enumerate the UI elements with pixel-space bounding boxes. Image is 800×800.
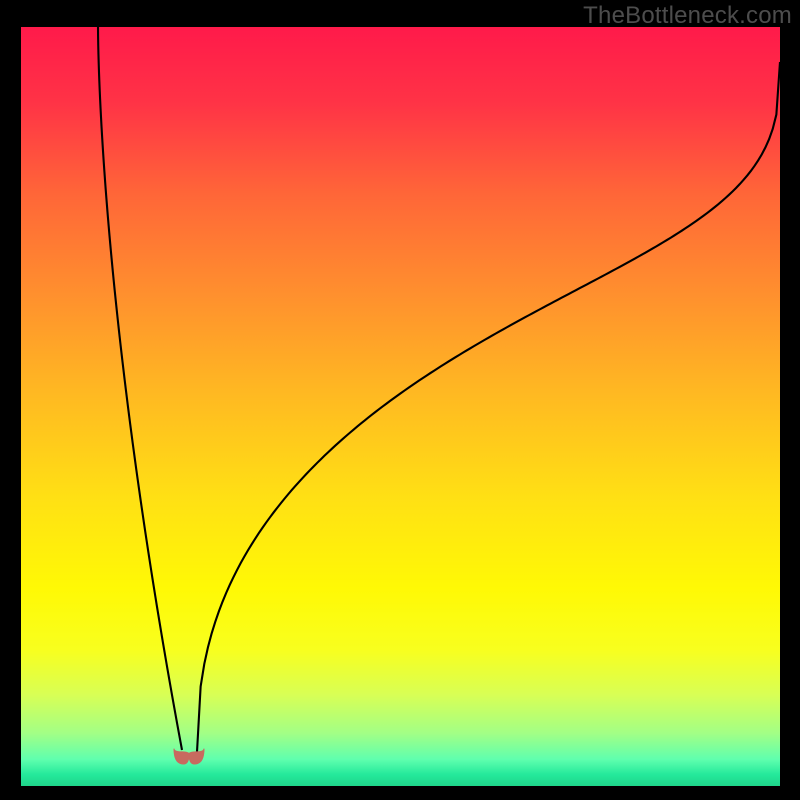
chart-frame: TheBottleneck.com — [0, 0, 800, 800]
watermark-text: TheBottleneck.com — [583, 2, 792, 30]
bottleneck-chart — [0, 0, 800, 800]
gradient-background — [21, 27, 780, 786]
